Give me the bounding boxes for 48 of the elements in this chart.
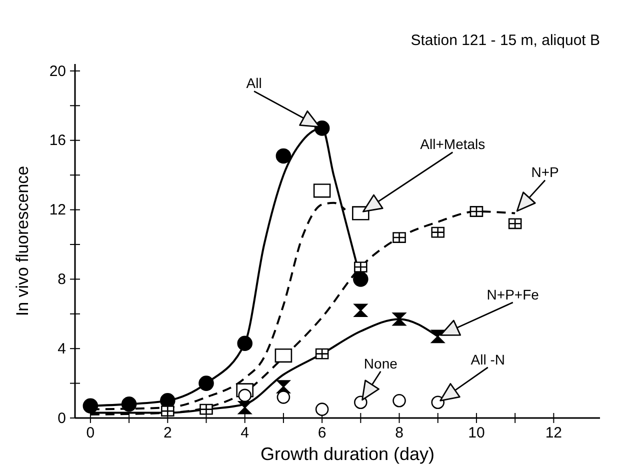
y-tick-label: 20 xyxy=(49,62,66,80)
point xyxy=(354,262,368,272)
annotation: All+Metals xyxy=(420,136,486,152)
point xyxy=(313,184,331,198)
point xyxy=(200,404,213,415)
x-tick-label: 6 xyxy=(318,424,326,442)
x-tick-label: 2 xyxy=(163,424,172,442)
y-tick-label: 4 xyxy=(58,340,66,358)
y-tick-label: 0 xyxy=(58,410,66,427)
point xyxy=(354,304,368,318)
point xyxy=(274,348,292,363)
y-tick-label: 12 xyxy=(49,202,66,219)
x-tick-label: 0 xyxy=(86,424,95,442)
point xyxy=(276,390,290,404)
y-tick-label: 8 xyxy=(58,270,66,288)
point xyxy=(353,272,368,287)
x-tick-label: 4 xyxy=(240,424,250,442)
point xyxy=(508,218,522,230)
annotation: N+P xyxy=(531,164,559,180)
point xyxy=(431,396,445,410)
point xyxy=(238,400,252,414)
y-tick-label: 16 xyxy=(49,132,66,150)
annotation: None xyxy=(364,355,398,372)
annotation: All xyxy=(246,75,262,92)
point xyxy=(314,120,330,136)
y-axis-title: In vivo fluorescence xyxy=(13,166,32,316)
point xyxy=(315,402,329,416)
x-tick-label: 10 xyxy=(468,424,485,442)
point xyxy=(82,398,98,414)
point xyxy=(121,396,137,412)
point xyxy=(470,206,484,217)
x-tick-label: 12 xyxy=(545,424,562,442)
point xyxy=(198,376,214,391)
annotation: N+P+Fe xyxy=(486,286,540,302)
annotation: All -N xyxy=(470,351,505,368)
point xyxy=(354,396,368,410)
point xyxy=(276,148,292,164)
point xyxy=(237,336,253,352)
point xyxy=(160,406,174,417)
x-axis-title: Growth duration (day) xyxy=(260,444,435,464)
x-tick-label: 8 xyxy=(395,424,404,442)
point xyxy=(392,232,406,243)
point xyxy=(392,312,406,326)
point xyxy=(276,380,290,394)
point xyxy=(431,330,445,344)
chart-title: Station 121 - 15 m, aliquot B xyxy=(410,32,600,49)
point xyxy=(431,226,445,238)
point xyxy=(392,394,406,408)
